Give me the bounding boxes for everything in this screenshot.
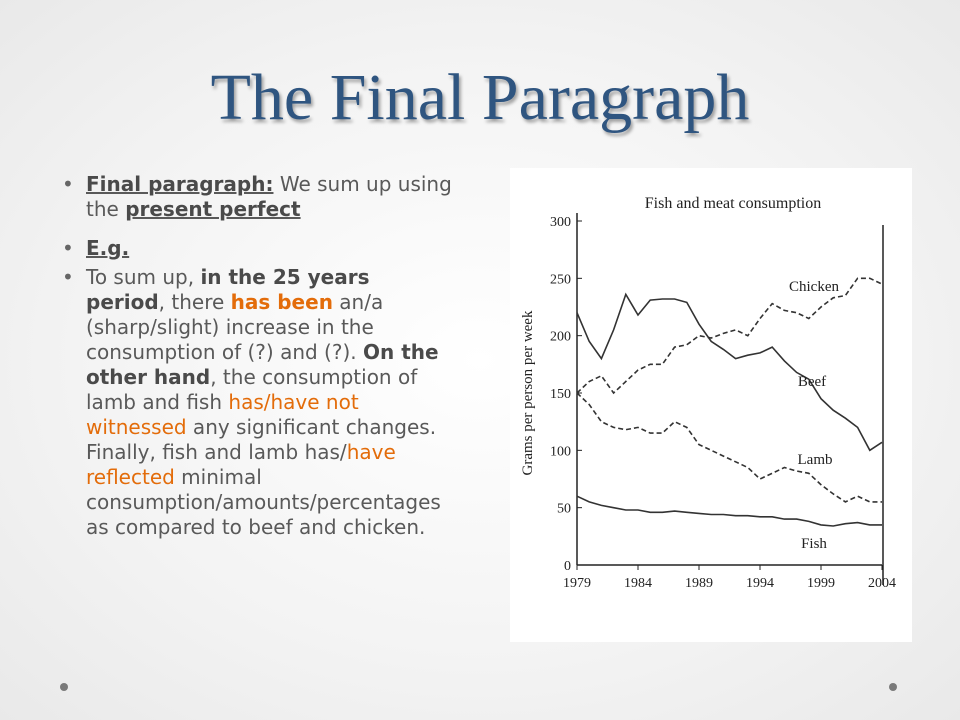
series-label: Lamb xyxy=(798,452,833,468)
x-tick-label: 1999 xyxy=(807,576,835,591)
y-axis-label: Grams per person per week xyxy=(520,310,536,475)
slide-title: The Final Paragraph xyxy=(210,61,750,134)
bullet-text: , the consumption of lamb and fish xyxy=(86,365,418,414)
bullet-text: present perfect xyxy=(125,197,301,221)
y-tick-label: 100 xyxy=(550,444,571,459)
bullet-text: have reflected xyxy=(86,440,396,489)
series-label: Beef xyxy=(798,374,826,390)
x-tick-label: 1979 xyxy=(563,576,591,591)
bullet-text: an/a (sharp/slight) increase in the cons… xyxy=(86,290,384,364)
series-label: Chicken xyxy=(789,279,839,295)
bullet-text: E.g. xyxy=(86,236,130,260)
chart-title: Fish and meat consumption xyxy=(645,195,821,212)
bullet-text: To sum up, xyxy=(86,265,201,289)
bullet-text: has been xyxy=(230,290,333,314)
y-tick-label: 150 xyxy=(550,387,571,402)
chart-panel: Fish and meat consumption Grams per pers… xyxy=(510,168,912,642)
bullet: To sum up, in the 25 years period, there… xyxy=(62,265,452,540)
series-label: Fish xyxy=(801,536,827,552)
decor-dot xyxy=(60,683,68,691)
bullet-list: Final paragraph: We sum up using the pre… xyxy=(62,172,452,554)
x-tick-label: 1994 xyxy=(746,576,774,591)
bullet-text: , there xyxy=(158,290,231,314)
x-tick-label: 2004 xyxy=(868,576,896,591)
bullet: Final paragraph: We sum up using the pre… xyxy=(62,172,452,222)
bullet-text: has/have not witnessed xyxy=(86,390,359,439)
bullet: E.g. xyxy=(62,236,452,261)
y-tick-label: 0 xyxy=(564,559,571,574)
y-tick-label: 250 xyxy=(550,272,571,287)
y-tick-label: 300 xyxy=(550,215,571,230)
bullet-text: We sum up using the xyxy=(86,172,452,221)
chart: Fish and meat consumption Grams per pers… xyxy=(520,195,896,591)
y-tick-label: 200 xyxy=(550,330,571,345)
bullet-text: minimal consumption/amounts/percentages … xyxy=(86,465,441,539)
series-line xyxy=(576,277,883,395)
bullet-text: any significant changes. Finally, fish a… xyxy=(86,415,437,464)
decor-dot xyxy=(889,683,897,691)
series-line xyxy=(576,292,883,452)
series-line xyxy=(576,392,882,503)
bullet-text: On the other hand xyxy=(86,340,439,389)
x-tick-label: 1989 xyxy=(685,576,713,591)
bullet-text: in the 25 years period xyxy=(86,265,370,314)
bullet-text: Final paragraph: xyxy=(86,172,274,196)
y-tick-label: 50 xyxy=(557,502,571,517)
x-tick-label: 1984 xyxy=(624,576,652,591)
series-line xyxy=(576,495,882,527)
